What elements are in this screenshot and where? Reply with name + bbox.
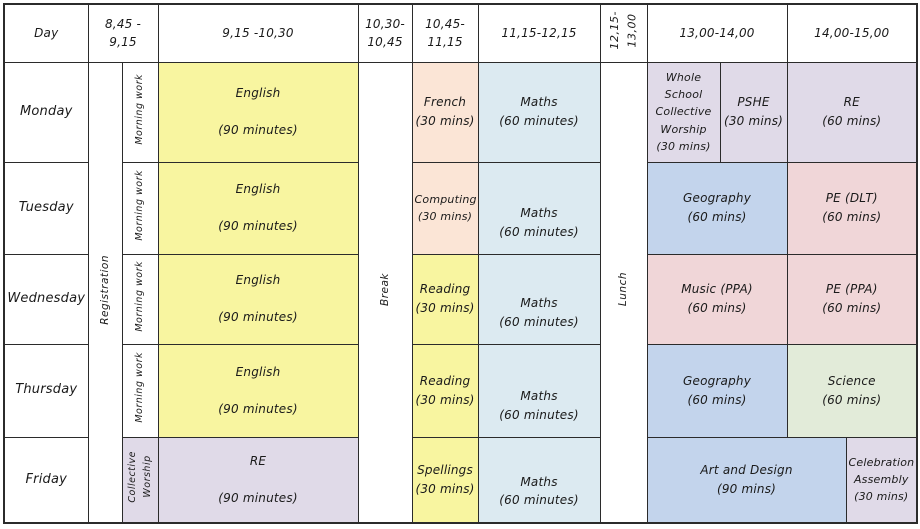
break-cell: Break	[357, 61, 413, 524]
wednesday-english-cell: English (90 minutes)	[157, 253, 359, 345]
tuesday-pe-cell: PE (DLT) (60 mins)	[786, 161, 918, 255]
header-cell-0845: 8,45 - 9,15	[87, 3, 159, 63]
row-tuesday: Tuesday Morning work English (90 minutes…	[3, 161, 918, 255]
wednesday-reading-cell: Reading (30 mins)	[411, 253, 479, 345]
registration-cell: Registration	[87, 61, 123, 524]
monday-english-cell: English (90 minutes)	[157, 61, 359, 163]
collective-worship-friday: Collective Worship	[121, 436, 159, 524]
morning-work-wednesday: Morning work	[121, 253, 159, 345]
thursday-science-cell: Science (60 mins)	[786, 343, 918, 438]
day-label-friday: Friday	[3, 436, 89, 524]
header-cell-1400: 14,00-15,00	[786, 3, 918, 63]
registration-label: Registration	[98, 254, 111, 325]
header-cell-0915: 9,15 -10,30	[157, 3, 359, 63]
tuesday-geography-cell: Geography (60 mins)	[646, 161, 788, 255]
monday-collective-worship-cell: Whole School Collective Worship (30 mins…	[646, 61, 721, 163]
day-label-thursday: Thursday	[3, 343, 89, 438]
day-label-tuesday: Tuesday	[3, 161, 89, 255]
row-wednesday: Wednesday Morning work English (90 minut…	[3, 253, 918, 345]
header-cell-day: Day	[3, 3, 89, 63]
day-label-monday: Monday	[3, 61, 89, 163]
header-cell-1045: 10,45-11,15	[411, 3, 479, 63]
lunch-label: Lunch	[617, 272, 630, 307]
friday-spellings-cell: Spellings (30 mins)	[411, 436, 479, 524]
morning-work-monday-label: Morning work	[134, 73, 146, 145]
friday-re-cell: RE (90 minutes)	[157, 436, 359, 524]
wednesday-music-cell: Music (PPA) (60 mins)	[646, 253, 788, 345]
header-row: Day 8,45 - 9,15 9,15 -10,30 10,30- 10,45…	[3, 3, 918, 63]
collective-worship-friday-label: Collective Worship	[126, 451, 153, 503]
header-cell-1300: 13,00-14,00	[646, 3, 788, 63]
monday-pshe-cell: PSHE (30 mins)	[719, 61, 788, 163]
friday-art-design-cell: Art and Design (90 mins)	[646, 436, 847, 524]
header-cell-1215: 12,15- 13,00	[599, 3, 648, 63]
morning-work-thursday: Morning work	[121, 343, 159, 438]
row-monday: Monday Registration Morning work English…	[3, 61, 918, 524]
monday-maths-cell: Maths (60 minutes)	[477, 61, 601, 163]
weekly-timetable-table: Day 8,45 - 9,15 9,15 -10,30 10,30- 10,45…	[3, 3, 919, 524]
wednesday-pe-cell: PE (PPA) (60 mins)	[786, 253, 918, 345]
thursday-reading-cell: Reading (30 mins)	[411, 343, 479, 438]
lunch-cell: Lunch	[599, 61, 648, 524]
header-cell-1115: 11,15-12,15	[477, 3, 601, 63]
morning-work-monday: Morning work	[121, 61, 159, 163]
tuesday-computing-cell: Computing (30 mins)	[411, 161, 479, 255]
thursday-english-cell: English (90 minutes)	[157, 343, 359, 438]
break-label: Break	[378, 272, 391, 306]
thursday-maths-cell: Maths (60 minutes)	[477, 343, 601, 438]
tuesday-maths-cell: Maths (60 minutes)	[477, 161, 601, 255]
day-label-wednesday: Wednesday	[3, 253, 89, 345]
tuesday-english-cell: English (90 minutes)	[157, 161, 359, 255]
morning-work-tuesday-label: Morning work	[134, 169, 146, 241]
morning-work-wednesday-label: Morning work	[134, 260, 146, 332]
monday-french-cell: French (30 mins)	[411, 61, 479, 163]
row-thursday: Thursday Morning work English (90 minute…	[3, 343, 918, 438]
friday-maths-cell: Maths (60 minutes)	[477, 436, 601, 524]
header-cell-1215-label: 12,15- 13,00	[607, 11, 639, 50]
row-friday: Friday Collective Worship RE (90 minutes…	[3, 436, 918, 524]
wednesday-maths-cell: Maths (60 minutes)	[477, 253, 601, 345]
friday-celebration-assembly-cell: Celebration Assembly (30 mins)	[845, 436, 918, 524]
monday-re-cell: RE (60 mins)	[786, 61, 918, 163]
morning-work-tuesday: Morning work	[121, 161, 159, 255]
morning-work-thursday-label: Morning work	[134, 352, 146, 424]
thursday-geography-cell: Geography (60 mins)	[646, 343, 788, 438]
header-cell-1030: 10,30- 10,45	[357, 3, 413, 63]
